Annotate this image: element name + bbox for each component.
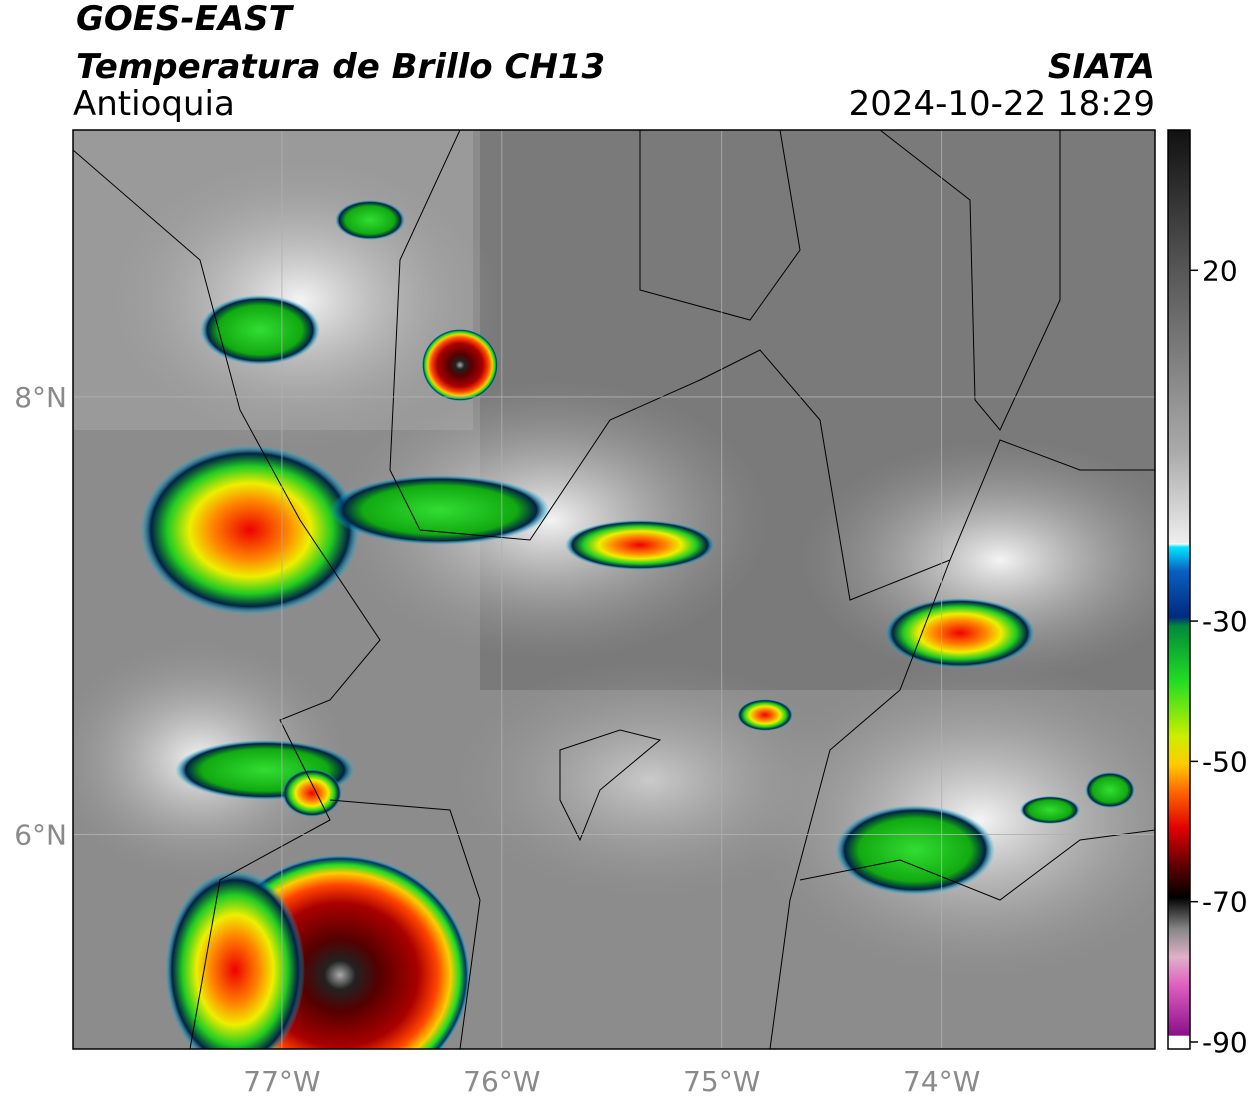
satellite-image: [73, 130, 1155, 1049]
colorbar-tick-label: 20: [1202, 254, 1238, 287]
colorbar-tick-label: -50: [1202, 745, 1248, 778]
region: Antioquia: [73, 84, 235, 124]
y-tick-label: 8°N: [14, 381, 67, 414]
axes: 77°W 76°W 75°W 74°W 8°N 6°N 20 -30 -50 -70 -90: [14, 254, 1248, 1098]
datetime: 2024-10-22 18:29: [849, 84, 1155, 124]
title-satellite: GOES-EAST: [76, 0, 295, 39]
colorbar-tick-label: -30: [1202, 605, 1248, 638]
x-tick-label: 74°W: [903, 1065, 980, 1098]
graticule: [73, 130, 1155, 1049]
y-tick-label: 6°N: [14, 819, 67, 852]
x-tick-label: 77°W: [243, 1065, 320, 1098]
map-frame: [72, 129, 1156, 1050]
colorbar: [1167, 129, 1191, 1050]
colorbar-tick-label: -90: [1202, 1026, 1248, 1059]
x-tick-label: 76°W: [463, 1065, 540, 1098]
source: SIATA: [1048, 47, 1155, 87]
title-product: Temperatura de Brillo CH13: [76, 47, 605, 87]
x-tick-label: 75°W: [683, 1065, 760, 1098]
colorbar-tick-label: -70: [1202, 886, 1248, 919]
